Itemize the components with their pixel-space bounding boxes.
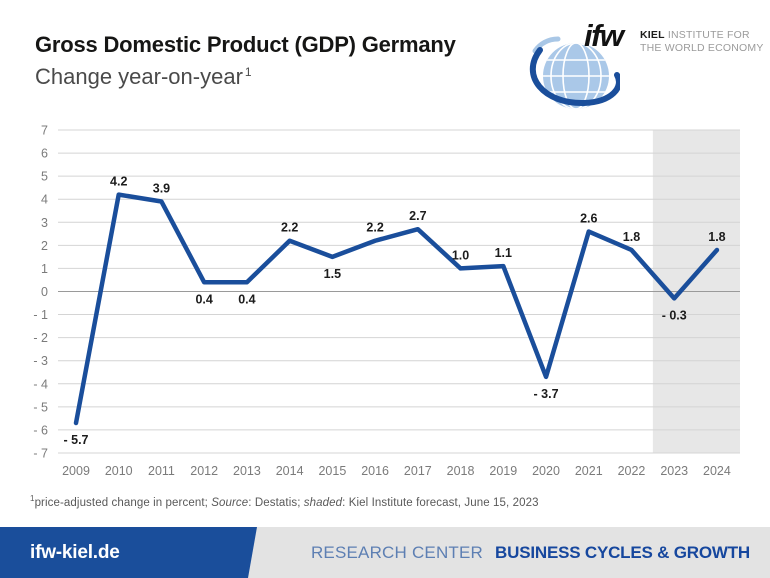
x-tick-label: 2023 — [660, 464, 688, 478]
x-tick-label: 2016 — [361, 464, 389, 478]
institute-name: KIEL INSTITUTE FOR THE WORLD ECONOMY — [640, 29, 764, 55]
y-tick-label: - 1 — [33, 308, 48, 322]
x-tick-label: 2009 — [62, 464, 90, 478]
institute-name-kiel: KIEL — [640, 29, 665, 41]
data-label: 1.5 — [324, 267, 341, 281]
page-title: Gross Domestic Product (GDP) Germany — [35, 32, 456, 57]
x-tick-label: 2020 — [532, 464, 560, 478]
data-label: 1.1 — [495, 246, 512, 260]
footnote-text: : Destatis; — [248, 496, 304, 509]
footnote-source-label: Source — [211, 496, 249, 509]
y-tick-label: - 2 — [33, 331, 48, 345]
data-label: 0.4 — [238, 292, 255, 306]
data-label: 3.9 — [153, 182, 170, 196]
globe-icon — [529, 36, 620, 109]
x-tick-label: 2010 — [105, 464, 133, 478]
footer-site-link[interactable]: ifw-kiel.de — [0, 527, 257, 578]
y-tick-label: - 7 — [33, 446, 48, 460]
data-label: 2.2 — [366, 221, 383, 235]
y-tick-label: 7 — [41, 124, 48, 138]
gdp-line — [73, 192, 720, 426]
research-center-label: RESEARCH CENTER — [310, 542, 484, 562]
data-label: 4.2 — [110, 175, 127, 189]
y-tick-label: 3 — [41, 216, 48, 230]
footnote-text: price-adjusted change in percent; — [34, 496, 212, 509]
y-tick-label: 1 — [41, 262, 48, 276]
x-tick-label: 2017 — [404, 464, 432, 478]
footer-program: RESEARCH CENTER BUSINESS CYCLES & GROWTH — [311, 527, 750, 578]
footnote-marker: 1 — [30, 494, 35, 503]
y-tick-label: 6 — [41, 147, 48, 161]
y-tick-label: 4 — [41, 193, 48, 207]
x-tick-label: 2011 — [148, 464, 175, 478]
footnote-shaded-label: shaded — [303, 496, 343, 509]
y-tick-label: 2 — [41, 239, 48, 253]
x-tick-label: 2012 — [190, 464, 218, 478]
institute-name-line2: THE WORLD ECONOMY — [640, 42, 764, 54]
footer-site-label: ifw-kiel.de — [30, 541, 120, 563]
data-label: 2.2 — [281, 221, 298, 235]
x-tick-label: 2015 — [318, 464, 346, 478]
x-tick-label: 2021 — [575, 464, 603, 478]
data-label: 0.4 — [195, 292, 212, 306]
data-label: 1.8 — [708, 230, 725, 244]
data-label: 1.8 — [623, 230, 640, 244]
footer-bar: ifw-kiel.de RESEARCH CENTER BUSINESS CYC… — [0, 527, 770, 578]
data-label: 2.7 — [409, 209, 426, 223]
y-tick-label: - 5 — [33, 400, 48, 414]
ifw-wordmark: ifw — [584, 18, 624, 53]
x-tick-label: 2024 — [703, 464, 731, 478]
chart-footnote: 1price-adjusted change in percent; Sourc… — [30, 494, 539, 509]
footnote-marker: 1 — [244, 64, 252, 79]
y-tick-label: - 6 — [33, 423, 48, 437]
x-tick-label: 2013 — [233, 464, 261, 478]
data-label: - 5.7 — [63, 433, 88, 447]
x-tick-label: 2019 — [489, 464, 517, 478]
subtitle-text: Change year-on-year — [35, 64, 243, 89]
x-tick-label: 2014 — [276, 464, 304, 478]
data-label: 2.6 — [580, 212, 597, 226]
data-label: 1.0 — [452, 248, 469, 262]
page-subtitle: Change year-on-year 1 — [35, 64, 252, 90]
program-name-label: BUSINESS CYCLES & GROWTH — [495, 542, 750, 562]
footnote-text: : Kiel Institute forecast, June 15, 2023 — [342, 496, 539, 509]
x-tick-label: 2022 — [618, 464, 646, 478]
y-tick-label: 5 — [41, 170, 48, 184]
data-label: - 0.3 — [662, 308, 687, 322]
institute-name-line1: INSTITUTE FOR — [664, 29, 750, 41]
gdp-line-chart: 7 6 5 4 3 2 1 0 - 1 - 2 - 3 - 4 - 5 - 6 - 7 2009 2010 201… — [0, 118, 770, 480]
y-tick-label: - 3 — [33, 354, 48, 368]
x-tick-label: 2018 — [447, 464, 475, 478]
y-tick-label: 0 — [41, 285, 48, 299]
chart-canvas: 7 6 5 4 3 2 1 0 - 1 - 2 - 3 - 4 - 5 - 6 - 7 2009 2010 201… — [33, 124, 740, 478]
y-tick-label: - 4 — [33, 377, 48, 391]
kiel-institute-logo: ifw KIEL INSTITUTE FOR THE WORLD ECONOMY — [528, 18, 766, 114]
data-label: - 3.7 — [534, 387, 559, 401]
